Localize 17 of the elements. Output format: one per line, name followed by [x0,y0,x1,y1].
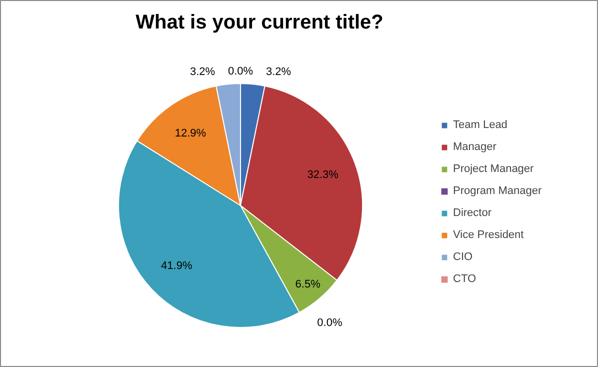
legend-label: CIO [453,251,473,263]
legend-label: Project Manager [453,163,534,175]
data-label: 12.9% [174,127,206,140]
text: 0.0% [317,317,342,330]
text: 0.0% [228,65,254,78]
data-label: 41.9% [161,260,192,272]
data-label: 3.2% [190,66,216,78]
legend-label: Vice President [453,229,524,241]
legend-label: Program Manager [453,185,542,197]
legend-label: Director [453,207,492,219]
legend-label: CTO [453,273,476,285]
data-label: 6.5% [295,278,321,290]
legend-label: Manager [453,141,496,153]
data-label: 32.3% [307,168,339,181]
legend-label: Team Lead [453,119,508,131]
chart-title: What is your current title? [136,12,384,34]
data-label: 3.2% [266,66,292,78]
